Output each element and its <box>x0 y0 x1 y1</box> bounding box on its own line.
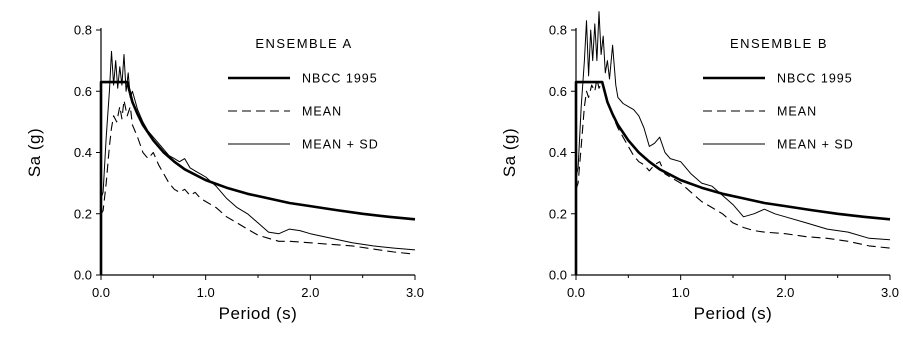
series-line-mean <box>575 78 891 249</box>
series-line-mean <box>100 99 416 255</box>
x-axis-label: Period (s) <box>219 304 298 323</box>
x-tick-label: 2.0 <box>776 285 794 300</box>
x-tick-label: 0.0 <box>567 285 585 300</box>
x-tick-label: 0.0 <box>92 285 110 300</box>
y-tick-label: 0.4 <box>74 145 92 160</box>
chart-panel-2: 0.0 0.2 0.4 0.6 0.8 0.0 1.0 2.0 3.0 Period (s) Sa … <box>500 11 899 323</box>
legend-label: MEAN <box>302 105 342 119</box>
y-axis-label: Sa (g) <box>25 128 44 177</box>
chart-title: ENSEMBLE B <box>730 36 828 51</box>
y-tick-label: 0.2 <box>74 206 92 221</box>
x-tick-label: 1.0 <box>672 285 690 300</box>
y-axis-label: Sa (g) <box>500 128 519 177</box>
y-tick-label: 0.0 <box>74 268 92 283</box>
x-axis-label: Period (s) <box>694 304 773 323</box>
chart-panel-1: 0.0 0.2 0.4 0.6 0.8 0.0 1.0 2.0 3.0 Period (s) Sa … <box>25 23 424 324</box>
chart-title: ENSEMBLE A <box>255 36 352 51</box>
legend-label: NBCC 1995 <box>777 72 853 86</box>
legend-label: MEAN <box>777 105 817 119</box>
x-tick-label: 3.0 <box>881 285 899 300</box>
y-tick-label: 0.0 <box>549 268 567 283</box>
y-tick-label: 0.8 <box>74 23 92 38</box>
y-tick-label: 0.4 <box>549 145 567 160</box>
series-line-mean-sd <box>575 11 891 241</box>
y-tick-label: 0.6 <box>549 84 567 99</box>
legend-label: MEAN + SD <box>302 138 379 152</box>
y-tick-label: 0.8 <box>549 23 567 38</box>
y-tick-label: 0.2 <box>549 206 567 221</box>
x-tick-label: 2.0 <box>301 285 319 300</box>
legend-label: NBCC 1995 <box>302 72 378 86</box>
x-tick-label: 3.0 <box>406 285 424 300</box>
series-line-mean-sd <box>100 50 416 251</box>
series-line-nbcc-1995 <box>99 80 416 275</box>
y-tick-label: 0.6 <box>74 84 92 99</box>
legend-label: MEAN + SD <box>777 138 854 152</box>
x-tick-label: 1.0 <box>197 285 215 300</box>
